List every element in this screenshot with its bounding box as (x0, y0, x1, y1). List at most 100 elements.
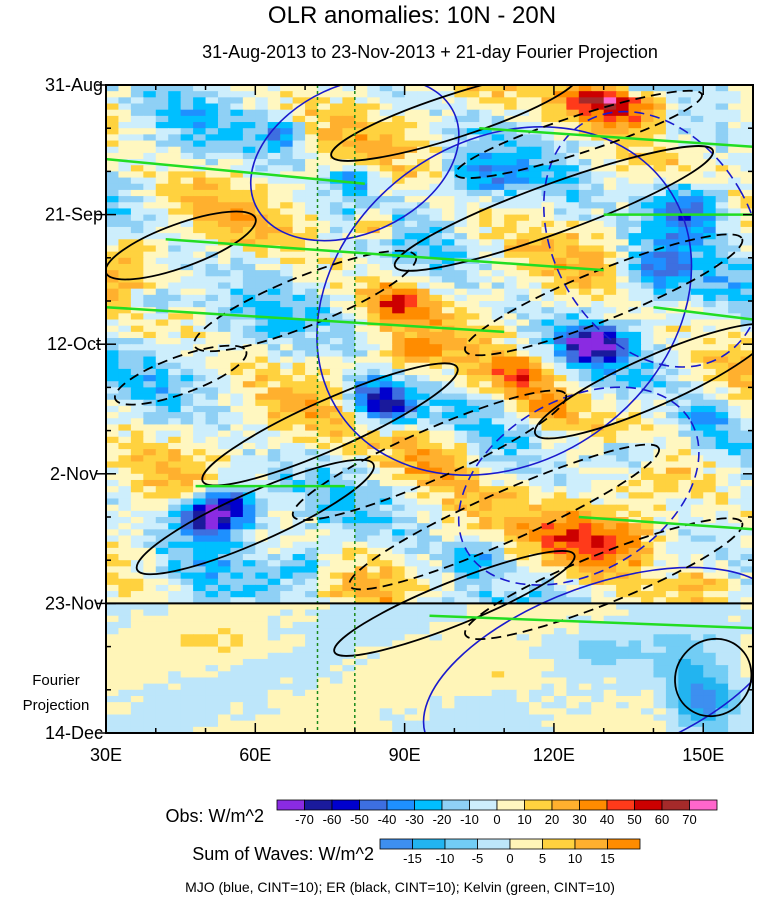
heat-cell (255, 103, 269, 111)
heat-cell (205, 430, 219, 438)
heat-cell (541, 399, 555, 407)
heat-cell (715, 97, 729, 105)
heat-cell (143, 560, 157, 567)
heat-cell (628, 85, 642, 92)
heat-cell (678, 122, 692, 129)
heat-cell (715, 344, 729, 351)
heat-cell (354, 523, 368, 530)
heat-cell (591, 109, 605, 117)
heat-cell (143, 338, 157, 345)
heat-cell (130, 375, 144, 382)
heat-cell (491, 251, 505, 259)
heat-cell (690, 609, 704, 617)
heat-cell (703, 504, 717, 512)
heat-cell (292, 91, 306, 98)
heat-cell (329, 319, 343, 327)
heat-cell (317, 109, 331, 117)
heat-cell (529, 134, 543, 142)
heat-cell (342, 560, 356, 567)
heat-cell (603, 220, 617, 228)
heat-cell (678, 146, 692, 154)
heat-cell (205, 307, 219, 314)
heat-cell (466, 393, 480, 401)
heat-cell (280, 517, 294, 524)
heat-cell (317, 381, 331, 388)
heat-cell (641, 115, 655, 123)
heat-cell (242, 652, 256, 660)
heat-cell (690, 492, 704, 500)
heat-cell (504, 196, 518, 203)
heat-cell (529, 368, 543, 376)
heat-cell (516, 325, 530, 333)
heat-cell (553, 597, 567, 604)
heat-cell (690, 97, 704, 105)
heat-cell (168, 486, 182, 493)
heat-cell (143, 350, 157, 358)
heat-cell (193, 375, 207, 382)
heat-cell (578, 449, 592, 456)
heat-cell (106, 529, 120, 537)
heat-cell (491, 461, 505, 469)
heat-cell (616, 467, 630, 475)
heat-cell (603, 628, 617, 635)
heat-cell (193, 134, 207, 142)
heat-cell (454, 658, 468, 666)
heat-cell (578, 424, 592, 432)
heat-cell (205, 325, 219, 333)
heat-cell (628, 498, 642, 506)
heat-cell (354, 251, 368, 259)
heat-cell (491, 146, 505, 154)
heat-cell (504, 294, 518, 302)
heat-cell (479, 288, 493, 296)
heat-cell (392, 146, 406, 154)
heat-cell (690, 671, 704, 679)
heat-cell (441, 263, 455, 271)
heat-cell (665, 479, 679, 487)
heat-cell (529, 233, 543, 240)
heat-cell (242, 91, 256, 98)
heat-cell (665, 634, 679, 642)
heat-cell (230, 603, 244, 611)
heat-cell (541, 245, 555, 253)
heat-cell (628, 461, 642, 469)
heat-cell (367, 510, 381, 518)
heat-cell (305, 492, 319, 500)
heat-cell (217, 621, 232, 629)
heat-cell (703, 652, 717, 660)
heat-cell (230, 301, 244, 308)
heat-cell (329, 387, 343, 395)
heat-cell (466, 455, 480, 463)
heat-cell (354, 338, 368, 345)
heat-cell (354, 294, 368, 302)
heat-cell (193, 307, 207, 314)
heat-cell (466, 115, 480, 123)
heat-cell (280, 282, 294, 290)
heat-cell (690, 529, 704, 537)
heat-cell (193, 442, 207, 450)
heat-cell (441, 535, 455, 543)
heat-cell (616, 628, 630, 635)
heat-cell (118, 492, 132, 500)
heat-cell (504, 665, 518, 672)
heat-cell (292, 189, 306, 197)
heat-cell (379, 159, 393, 166)
heat-cell (329, 634, 343, 642)
heat-cell (292, 418, 306, 426)
heat-cell (740, 498, 753, 506)
heat-cell (728, 547, 742, 555)
heat-cell (715, 584, 729, 592)
heat-cell (255, 109, 269, 117)
heat-cell (504, 171, 518, 179)
heat-cell (267, 134, 281, 142)
heat-cell (429, 165, 443, 172)
heat-cell (740, 671, 753, 679)
heat-cell (429, 652, 443, 660)
heat-cell (329, 109, 343, 117)
heat-cell (454, 591, 468, 598)
heat-cell (267, 263, 281, 271)
heat-cell (479, 331, 493, 339)
heat-cell (690, 652, 704, 660)
heat-cell (367, 350, 381, 358)
heat-cell (665, 646, 679, 654)
heat-cell (653, 202, 667, 210)
